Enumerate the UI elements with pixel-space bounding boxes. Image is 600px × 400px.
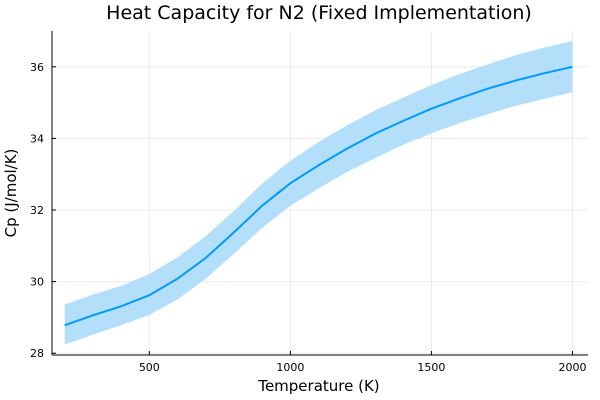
tick-labels: 500 1000 1500 2000 28 30 32 34 36 [30,61,586,374]
chart-title: Heat Capacity for N2 (Fixed Implementati… [106,2,532,24]
x-tick-label: 1500 [417,361,445,374]
y-tick-label: 30 [30,276,44,289]
y-tick-label: 32 [30,204,44,217]
y-tick-label: 34 [30,132,44,145]
y-tick-label: 36 [30,61,44,74]
y-tick-label: 28 [30,347,44,360]
x-tick-label: 1000 [276,361,304,374]
x-tick-label: 2000 [558,361,586,374]
axes [51,31,588,356]
series-line [64,65,573,327]
x-tick-label: 500 [139,361,160,374]
y-axis-label: Cp (J/mol/K) [2,149,20,238]
x-axis-label: Temperature (K) [257,377,379,395]
series-line-layer [64,65,573,327]
